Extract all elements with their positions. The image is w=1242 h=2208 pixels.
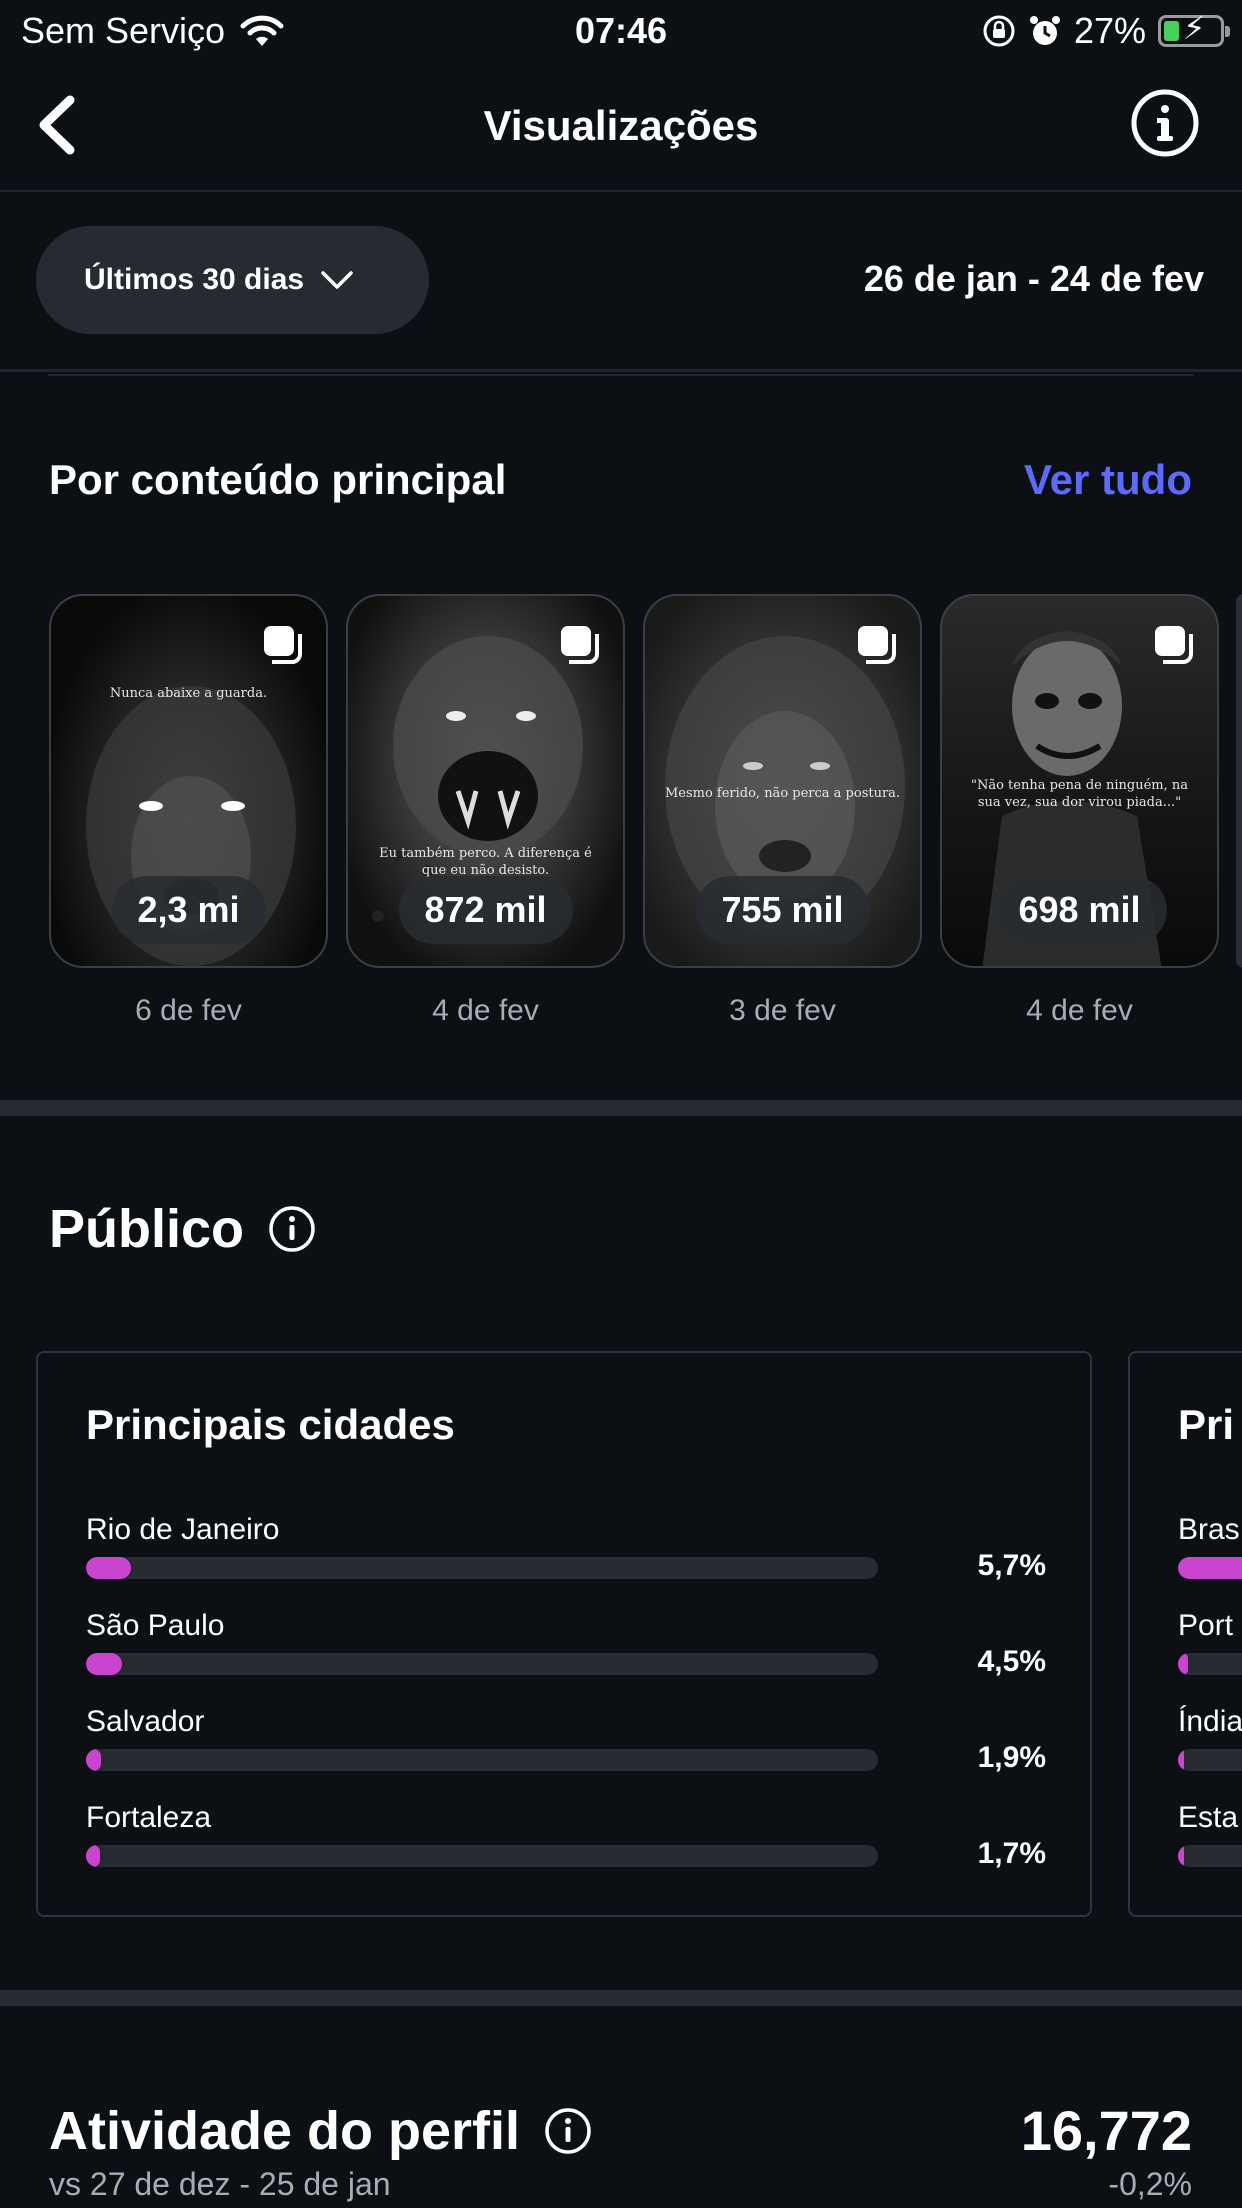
clock: 07:46 xyxy=(574,10,668,51)
bar-fill xyxy=(86,1557,132,1579)
city-row: Fortaleza 1,7% xyxy=(86,1801,1046,1871)
top-countries-card[interactable]: Pri Bras Port Índia Esta xyxy=(1128,1351,1242,1917)
nav-bar: Visualizações xyxy=(0,62,1242,192)
top-content-carousel: Nunca abaixe a guarda. 2,3 mi 6 de fev E… xyxy=(0,594,1242,1034)
orientation-lock-icon xyxy=(983,15,1015,47)
top-content-title: Por conteúdo principal xyxy=(49,456,507,503)
city-percent: 1,7% xyxy=(977,1837,1046,1870)
info-icon[interactable] xyxy=(544,2107,592,2155)
bar-track xyxy=(1178,1845,1242,1867)
country-row: Esta xyxy=(1178,1801,1242,1871)
country-name: Índia xyxy=(1178,1705,1242,1738)
info-icon[interactable] xyxy=(1130,88,1200,158)
post-date: 6 de fev xyxy=(135,994,242,1027)
audience-heading: Público xyxy=(49,1198,316,1260)
city-percent: 4,5% xyxy=(977,1645,1046,1678)
divider xyxy=(48,374,1194,376)
bar-fill xyxy=(1178,1653,1188,1675)
status-bar: Sem Serviço 07:46 27% ⚡ xyxy=(0,0,1242,62)
post-date: 4 de fev xyxy=(1026,994,1133,1027)
post-caption: Eu também perco. A diferença é que eu nã… xyxy=(379,846,592,878)
profile-activity-title: Atividade do perfil xyxy=(49,2101,521,2161)
views-badge: 872 mil xyxy=(398,876,573,944)
post-thumbnail[interactable]: Eu também perco. A diferença é que eu nã… xyxy=(346,594,625,968)
post-thumbnail[interactable]: Nunca abaixe a guarda. 2,3 mi xyxy=(49,594,328,968)
info-icon[interactable] xyxy=(268,1205,316,1253)
date-range-dropdown[interactable]: Últimos 30 dias xyxy=(36,226,429,334)
bar-fill xyxy=(86,1749,102,1771)
city-row: Salvador 1,9% xyxy=(86,1705,1046,1775)
profile-activity-heading: Atividade do perfil xyxy=(49,2100,592,2162)
post-date: 3 de fev xyxy=(729,994,836,1027)
post-thumbnail[interactable]: "Não tenha pena de ninguém, na sua vez, … xyxy=(940,594,1219,968)
post-caption: Mesmo ferido, não perca a postura. xyxy=(664,786,901,801)
city-name: São Paulo xyxy=(86,1609,225,1642)
section-separator xyxy=(0,1100,1242,1116)
post-thumbnail[interactable]: Mesmo ferido, não perca a postura. 755 m… xyxy=(643,594,922,968)
audience-title: Público xyxy=(49,1199,245,1259)
bar-track xyxy=(86,1557,878,1579)
city-name: Rio de Janeiro xyxy=(86,1513,280,1546)
carousel-icon xyxy=(561,626,599,664)
country-name: Esta xyxy=(1178,1801,1239,1834)
carousel-icon xyxy=(264,626,302,664)
lion-image xyxy=(665,636,905,936)
city-row: São Paulo 4,5% xyxy=(86,1609,1046,1679)
profile-activity-change: -0,2% xyxy=(1108,2166,1192,2202)
city-row: Rio de Janeiro 5,7% xyxy=(86,1513,1046,1583)
comparison-period: vs 27 de dez - 25 de jan xyxy=(49,2166,391,2202)
bar-track xyxy=(86,1749,878,1771)
post-caption: "Não tenha pena de ninguém, na sua vez, … xyxy=(970,778,1189,810)
city-name: Salvador xyxy=(86,1705,205,1738)
charging-bolt-icon: ⚡ xyxy=(1183,10,1206,46)
bar-track xyxy=(1178,1749,1242,1771)
alarm-icon xyxy=(1029,16,1060,45)
see-all-link[interactable]: Ver tudo xyxy=(1023,456,1192,503)
battery-icon: ⚡ xyxy=(1158,10,1230,47)
bar-track xyxy=(1178,1653,1242,1675)
views-badge: 755 mil xyxy=(695,876,870,944)
battery-fill xyxy=(1164,21,1179,41)
carousel-icon xyxy=(1155,626,1193,664)
views-badge: 698 mil xyxy=(992,876,1167,944)
city-name: Fortaleza xyxy=(86,1801,212,1834)
cheetah-image xyxy=(372,636,583,941)
card-title: Principais cidades xyxy=(86,1401,455,1448)
bar-fill xyxy=(1178,1557,1242,1579)
card-title: Pri xyxy=(1178,1401,1235,1448)
country-row: Port xyxy=(1178,1609,1242,1679)
top-cities-card[interactable]: Principais cidades Rio de Janeiro 5,7% S… xyxy=(36,1351,1092,1917)
date-filter-row: Últimos 30 dias 26 de jan - 24 de fev xyxy=(0,192,1242,372)
status-right: 27% ⚡ xyxy=(982,10,1230,52)
section-separator xyxy=(0,1990,1242,2006)
country-row: Índia xyxy=(1178,1705,1242,1775)
back-chevron-icon[interactable] xyxy=(30,90,90,160)
next-thumbnail-peek[interactable] xyxy=(1236,594,1242,968)
profile-activity-value: 16,772 xyxy=(1020,2099,1192,2162)
post-date: 4 de fev xyxy=(432,994,539,1027)
carrier-label: Sem Serviço xyxy=(21,10,226,51)
chevron-down-icon xyxy=(321,271,353,289)
bar-track xyxy=(1178,1557,1242,1579)
bar-fill xyxy=(86,1845,100,1867)
views-badge: 2,3 mi xyxy=(111,876,266,944)
post-caption: Nunca abaixe a guarda. xyxy=(109,686,268,701)
country-name: Bras xyxy=(1178,1513,1240,1546)
bar-fill xyxy=(1178,1845,1184,1867)
battery-percent: 27% xyxy=(1073,10,1146,51)
date-range-label: Últimos 30 dias xyxy=(84,263,305,296)
country-row: Bras xyxy=(1178,1513,1242,1583)
page-title: Visualizações xyxy=(483,102,759,149)
status-left: Sem Serviço xyxy=(21,10,285,52)
wifi-icon xyxy=(240,15,284,46)
city-percent: 1,9% xyxy=(977,1741,1046,1774)
country-name: Port xyxy=(1178,1609,1234,1642)
carousel-icon xyxy=(858,626,896,664)
date-range-text: 26 de jan - 24 de fev xyxy=(863,258,1204,299)
bar-fill xyxy=(86,1653,122,1675)
bar-track xyxy=(86,1653,878,1675)
bar-fill xyxy=(1178,1749,1184,1771)
city-percent: 5,7% xyxy=(977,1549,1046,1582)
bar-track xyxy=(86,1845,878,1867)
